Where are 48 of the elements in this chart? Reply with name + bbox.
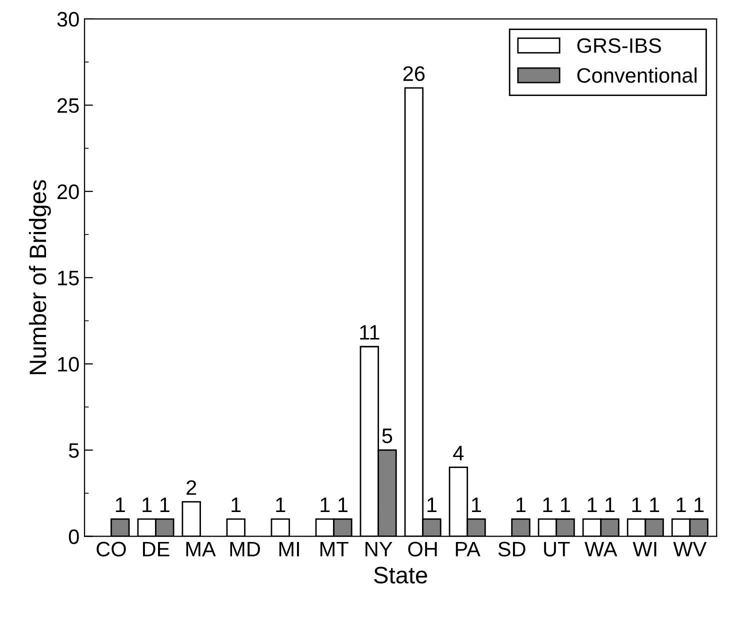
data-label: 26: [403, 66, 425, 82]
x-tick-label: CO: [96, 542, 126, 557]
data-label: 1: [650, 498, 660, 512]
data-label: 1: [676, 498, 686, 512]
data-label: 1: [588, 498, 597, 512]
data-label: 4: [453, 446, 464, 460]
data-label: 1: [472, 498, 482, 512]
y-tick-label: 5: [68, 443, 79, 458]
data-label: 1: [694, 498, 704, 512]
data-label: 1: [232, 498, 241, 512]
data-label: 1: [606, 498, 615, 512]
y-tick-label: 20: [58, 184, 79, 200]
x-tick-label: DE: [142, 542, 170, 556]
x-tick-label: WI: [632, 542, 656, 556]
x-tick-label: WV: [673, 542, 707, 556]
x-tick-label: MD: [230, 542, 260, 556]
x-tick-label: OH: [408, 542, 437, 557]
y-axis-title: Number of Bridges: [28, 180, 51, 374]
data-label: 1: [276, 498, 286, 512]
y-tick-label: 0: [68, 529, 79, 544]
x-tick-label: MA: [186, 542, 216, 556]
data-label: 1: [320, 498, 330, 512]
data-label: 5: [382, 428, 392, 444]
data-label: 1: [142, 498, 152, 512]
data-label: 1: [428, 498, 437, 512]
x-tick-label: WA: [584, 542, 618, 556]
x-axis-title: State: [374, 566, 428, 584]
y-tick-label: 25: [58, 98, 79, 113]
x-tick-label: SD: [498, 542, 526, 557]
data-label: 1: [338, 498, 348, 512]
x-tick-label: MT: [320, 542, 348, 556]
data-label: 11: [360, 325, 380, 340]
x-tick-label: PA: [456, 542, 480, 556]
y-tick-label: 10: [58, 356, 79, 372]
data-label: 1: [116, 498, 125, 512]
y-tick-label: 15: [58, 270, 79, 286]
x-tick-label: UT: [544, 542, 570, 557]
data-label: 1: [516, 498, 526, 512]
legend-label: Conventional: [577, 68, 696, 83]
x-tick-label: NY: [366, 542, 392, 556]
y-tick-label: 30: [57, 12, 79, 27]
data-label: 1: [543, 498, 552, 512]
legend-label: GRS-IBS: [577, 38, 661, 53]
data-label: 1: [632, 498, 642, 512]
data-label: 2: [186, 480, 196, 495]
data-label: 1: [561, 498, 570, 512]
x-tick-label: MI: [279, 542, 299, 556]
data-label: 1: [160, 498, 170, 512]
